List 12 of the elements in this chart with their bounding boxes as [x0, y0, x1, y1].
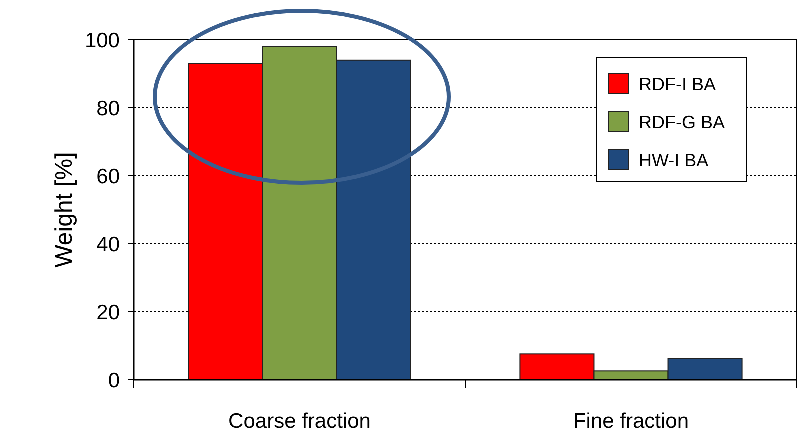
y-tick-label: 60 [96, 165, 120, 188]
y-tick-label: 100 [84, 29, 120, 52]
legend-label: HW-I BA [639, 150, 709, 170]
y-axis-title: Weight [%] [51, 152, 78, 268]
x-tick-label: Coarse fraction [228, 410, 371, 433]
x-tick-label: Fine fraction [573, 410, 690, 433]
legend-label: RDF-G BA [639, 112, 726, 132]
y-tick-label: 0 [108, 369, 120, 392]
y-tick-label: 20 [96, 301, 120, 324]
y-tick-label: 40 [96, 233, 120, 256]
legend-label: RDF-I BA [639, 74, 716, 94]
y-tick-label: 80 [96, 97, 120, 120]
